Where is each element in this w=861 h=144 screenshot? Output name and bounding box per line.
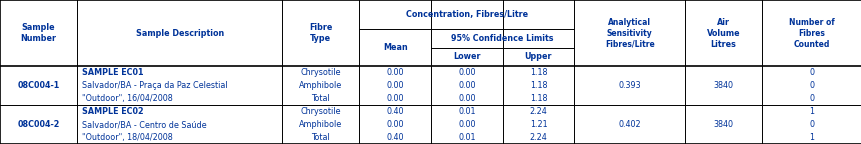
Text: Mean: Mean <box>382 43 407 52</box>
Text: Upper: Upper <box>524 52 552 61</box>
Text: 1: 1 <box>808 133 814 142</box>
Text: 0.00: 0.00 <box>386 81 404 90</box>
Text: 0.00: 0.00 <box>386 68 404 77</box>
Text: 0: 0 <box>808 94 814 103</box>
Text: 0.00: 0.00 <box>457 94 475 103</box>
Text: 0.40: 0.40 <box>386 133 404 142</box>
Text: 0.00: 0.00 <box>386 120 404 129</box>
Text: "Outdoor", 18/04/2008: "Outdoor", 18/04/2008 <box>82 133 173 142</box>
Text: 0.01: 0.01 <box>457 107 475 116</box>
Text: Amphibole: Amphibole <box>299 81 342 90</box>
Text: 3840: 3840 <box>713 120 733 129</box>
Text: Lower: Lower <box>453 52 480 61</box>
Text: Chrysotile: Chrysotile <box>300 107 341 116</box>
Text: Air
Volume
Litres: Air Volume Litres <box>706 18 740 49</box>
Text: 2.24: 2.24 <box>529 133 547 142</box>
Text: SAMPLE EC02: SAMPLE EC02 <box>82 107 144 116</box>
Text: 0.01: 0.01 <box>457 133 475 142</box>
Text: Total: Total <box>311 133 330 142</box>
Text: 95% Confidence Limits: 95% Confidence Limits <box>451 34 554 43</box>
Text: Sample
Number: Sample Number <box>21 23 57 43</box>
Text: 08C004-1: 08C004-1 <box>17 81 59 90</box>
Text: 0: 0 <box>808 81 814 90</box>
Text: 2.24: 2.24 <box>529 107 547 116</box>
Text: 0.00: 0.00 <box>457 68 475 77</box>
Text: 0.40: 0.40 <box>386 107 404 116</box>
Text: 0: 0 <box>808 68 814 77</box>
Text: Salvador/BA - Centro de Saúde: Salvador/BA - Centro de Saúde <box>82 120 207 129</box>
Text: Concentration, Fibres/Litre: Concentration, Fibres/Litre <box>406 10 527 19</box>
Text: 1: 1 <box>808 107 814 116</box>
Text: 1.18: 1.18 <box>530 68 547 77</box>
Text: "Outdoor", 16/04/2008: "Outdoor", 16/04/2008 <box>82 94 173 103</box>
Text: 1.21: 1.21 <box>529 120 547 129</box>
Text: Amphibole: Amphibole <box>299 120 342 129</box>
Text: 0.393: 0.393 <box>617 81 641 90</box>
Text: SAMPLE EC01: SAMPLE EC01 <box>82 68 144 77</box>
Text: Salvador/BA - Praça da Paz Celestial: Salvador/BA - Praça da Paz Celestial <box>82 81 227 90</box>
Text: 0.402: 0.402 <box>617 120 641 129</box>
Text: 08C004-2: 08C004-2 <box>17 120 59 129</box>
Text: Chrysotile: Chrysotile <box>300 68 341 77</box>
Text: 0.00: 0.00 <box>457 81 475 90</box>
Text: Sample Description: Sample Description <box>135 29 224 38</box>
Text: 0.00: 0.00 <box>386 94 404 103</box>
Text: Fibre
Type: Fibre Type <box>309 23 332 43</box>
Text: Analytical
Sensitivity
Fibres/Litre: Analytical Sensitivity Fibres/Litre <box>604 18 653 49</box>
Text: 3840: 3840 <box>713 81 733 90</box>
Text: 1.18: 1.18 <box>530 81 547 90</box>
Text: Total: Total <box>311 94 330 103</box>
Text: 1.18: 1.18 <box>530 94 547 103</box>
Text: Number of
Fibres
Counted: Number of Fibres Counted <box>788 18 833 49</box>
Text: 0: 0 <box>808 120 814 129</box>
Text: 0.00: 0.00 <box>457 120 475 129</box>
